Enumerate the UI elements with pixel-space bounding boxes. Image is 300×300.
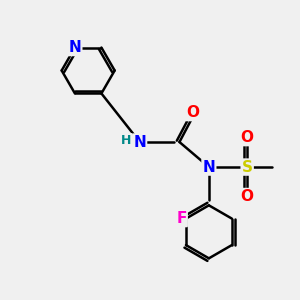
Text: F: F [176,211,187,226]
Text: N: N [202,160,215,175]
Text: H: H [121,134,132,147]
Text: O: O [241,130,254,145]
Text: O: O [186,105,199,120]
Text: N: N [68,40,81,55]
Text: N: N [133,134,146,149]
Text: O: O [241,189,254,204]
Text: S: S [242,160,253,175]
